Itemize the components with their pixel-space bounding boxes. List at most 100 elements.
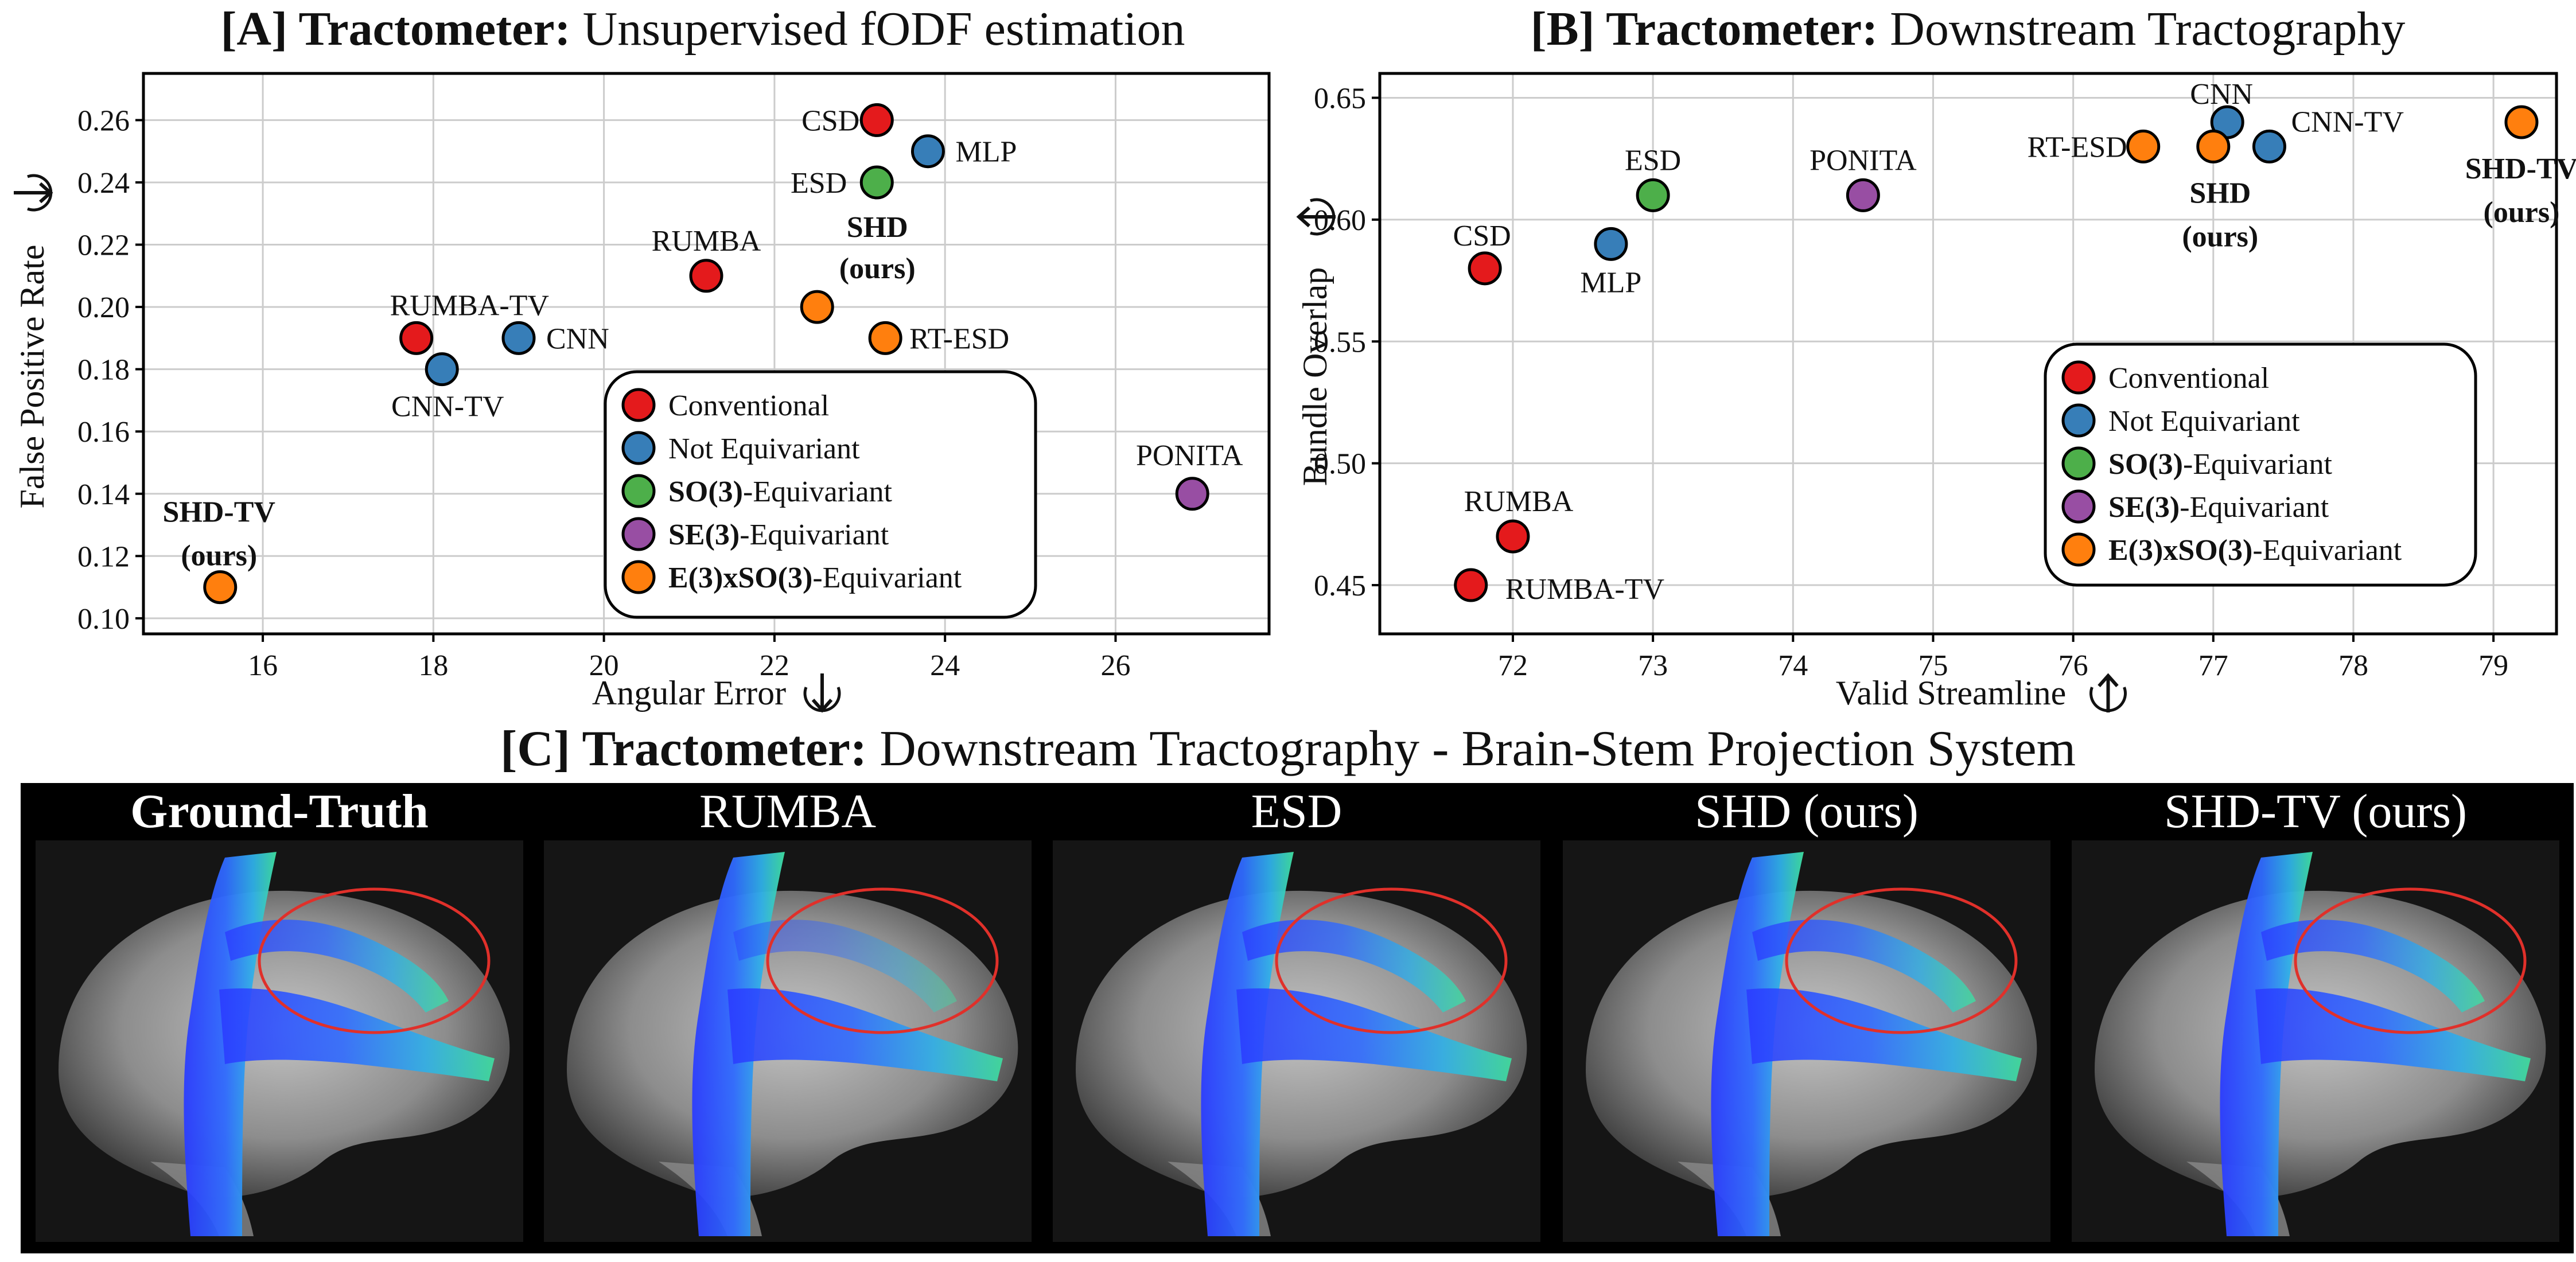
chart-title-prefix: [A] Tractometer: bbox=[220, 2, 570, 56]
legend-box bbox=[604, 370, 1037, 619]
legend-marker bbox=[2061, 360, 2096, 395]
chart-title: [B] Tractometer: Downstream Tractography bbox=[1531, 2, 2406, 56]
data-point bbox=[910, 134, 945, 169]
arrow-up-icon bbox=[1296, 198, 1336, 236]
x-tick-label: 75 bbox=[1918, 649, 1948, 682]
data-point bbox=[425, 352, 459, 387]
point-label: PONITA bbox=[1810, 144, 1917, 177]
point-label: RUMBA-TV bbox=[390, 289, 549, 322]
point-label: CNN-TV bbox=[391, 391, 504, 423]
point-label: MLP bbox=[1580, 266, 1641, 299]
legend-label-rest: -Equivariant bbox=[740, 519, 889, 551]
arrow-shaft bbox=[811, 673, 833, 713]
legend-label-bold: SO(3) bbox=[2108, 448, 2183, 481]
y-tick-label: 0.45 bbox=[1314, 570, 1366, 602]
legend-label-bold: E(3)xSO(3) bbox=[668, 562, 812, 594]
chart-title-prefix: [B] Tractometer: bbox=[1531, 2, 1878, 56]
point-label: ESD bbox=[791, 167, 847, 200]
data-point bbox=[2252, 129, 2286, 163]
legend-marker bbox=[2061, 403, 2096, 438]
brain-column-title: SHD (ours) bbox=[1695, 785, 1919, 838]
point-label: RUMBA bbox=[1464, 485, 1574, 518]
y-tick-label: 0.55 bbox=[1314, 326, 1366, 359]
legend-label-rest: Conventional bbox=[668, 389, 829, 422]
legend-marker bbox=[2061, 532, 2096, 567]
legend-box bbox=[2044, 342, 2477, 587]
legend-marker bbox=[2061, 489, 2096, 524]
point-label: (ours) bbox=[2484, 196, 2560, 229]
x-tick-label: 26 bbox=[1100, 649, 1130, 682]
legend-label: Not Equivariant bbox=[2108, 405, 2300, 438]
data-point bbox=[1636, 178, 1670, 212]
tractography-image bbox=[1053, 840, 1540, 1242]
chart-title-rest: Downstream Tractography bbox=[1878, 2, 2405, 56]
panel-c-title-rest: Downstream Tractography - Brain-Stem Pro… bbox=[867, 721, 2076, 777]
point-label: CNN bbox=[2190, 78, 2253, 111]
brain-column-title: ESD bbox=[1251, 785, 1343, 838]
point-label: SHD bbox=[2189, 177, 2251, 209]
legend-label-rest: -Equivariant bbox=[2183, 448, 2332, 481]
point-label: SHD-TV bbox=[2465, 153, 2576, 185]
y-tick-label: 0.60 bbox=[1314, 204, 1366, 237]
data-point bbox=[399, 321, 434, 355]
brain-column-title: RUMBA bbox=[699, 785, 877, 838]
legend-label: SO(3)-Equivariant bbox=[668, 476, 892, 508]
point-label: RUMBA-TV bbox=[1505, 573, 1664, 606]
chart-b: [B] Tractometer: Downstream Tractography… bbox=[1296, 2, 2576, 712]
y-tick-label: 0.12 bbox=[77, 540, 130, 573]
x-tick-label: 24 bbox=[930, 649, 960, 682]
y-tick-label: 0.50 bbox=[1314, 448, 1366, 481]
arrow-shaft bbox=[14, 182, 53, 204]
x-tick-label: 22 bbox=[760, 649, 789, 682]
data-point bbox=[203, 570, 238, 605]
y-tick-label: 0.16 bbox=[77, 416, 130, 449]
x-tick-label: 16 bbox=[248, 649, 278, 682]
y-tick-label: 0.18 bbox=[77, 354, 130, 387]
x-tick-label: 72 bbox=[1498, 649, 1528, 682]
x-tick-label: 78 bbox=[2338, 649, 2368, 682]
y-tick-label: 0.65 bbox=[1314, 82, 1366, 115]
arrow-down-icon bbox=[14, 174, 53, 212]
chart-a: [A] Tractometer: Unsupervised fODF estim… bbox=[13, 2, 1271, 713]
legend-marker bbox=[621, 474, 656, 508]
arrow-down-icon bbox=[803, 673, 841, 713]
y-tick-label: 0.24 bbox=[77, 167, 130, 200]
x-tick-label: 79 bbox=[2478, 649, 2508, 682]
legend-marker bbox=[2061, 446, 2096, 481]
y-axis-label: Bundle Overlap bbox=[1296, 267, 1334, 486]
x-tick-label: 18 bbox=[418, 649, 448, 682]
legend-label-rest: Not Equivariant bbox=[2108, 405, 2300, 438]
point-label: ESD bbox=[1625, 144, 1681, 177]
legend-label: E(3)xSO(3)-Equivariant bbox=[668, 562, 962, 594]
tractography-image bbox=[36, 840, 523, 1242]
data-point bbox=[859, 103, 894, 137]
legend-label-bold: SE(3) bbox=[2108, 491, 2180, 524]
panel-c-title: [C] Tractometer: Downstream Tractography… bbox=[0, 720, 2576, 778]
legend-label: Conventional bbox=[668, 389, 829, 422]
data-point bbox=[859, 165, 894, 200]
legend-label: SE(3)-Equivariant bbox=[668, 519, 889, 551]
legend-label: SE(3)-Equivariant bbox=[2108, 491, 2329, 524]
arrow-shaft bbox=[2098, 673, 2119, 712]
point-label: (ours) bbox=[2182, 220, 2258, 253]
data-point bbox=[868, 321, 902, 355]
legend-label: Conventional bbox=[2108, 362, 2269, 395]
y-axis-label: False Positive Rate bbox=[13, 245, 51, 509]
brain-column-title: Ground-Truth bbox=[130, 785, 429, 838]
y-tick-label: 0.22 bbox=[77, 229, 130, 262]
y-tick-label: 0.20 bbox=[77, 291, 130, 324]
point-label: CNN bbox=[546, 322, 609, 355]
panel-c-title-prefix: [C] Tractometer: bbox=[500, 721, 867, 777]
data-point bbox=[689, 259, 723, 293]
y-tick-label: 0.14 bbox=[77, 478, 130, 511]
point-label: RT-ESD bbox=[909, 322, 1009, 355]
point-label: CSD bbox=[1453, 220, 1511, 252]
y-tick-label: 0.10 bbox=[77, 603, 130, 636]
point-label: SHD-TV bbox=[163, 496, 275, 529]
y-tick-label: 0.26 bbox=[77, 104, 130, 137]
legend-label-bold: SE(3) bbox=[668, 519, 740, 551]
data-point bbox=[1468, 251, 1502, 286]
legend-label: E(3)xSO(3)-Equivariant bbox=[2108, 534, 2402, 567]
x-tick-label: 77 bbox=[2198, 649, 2228, 682]
plot-frame bbox=[142, 72, 1271, 636]
